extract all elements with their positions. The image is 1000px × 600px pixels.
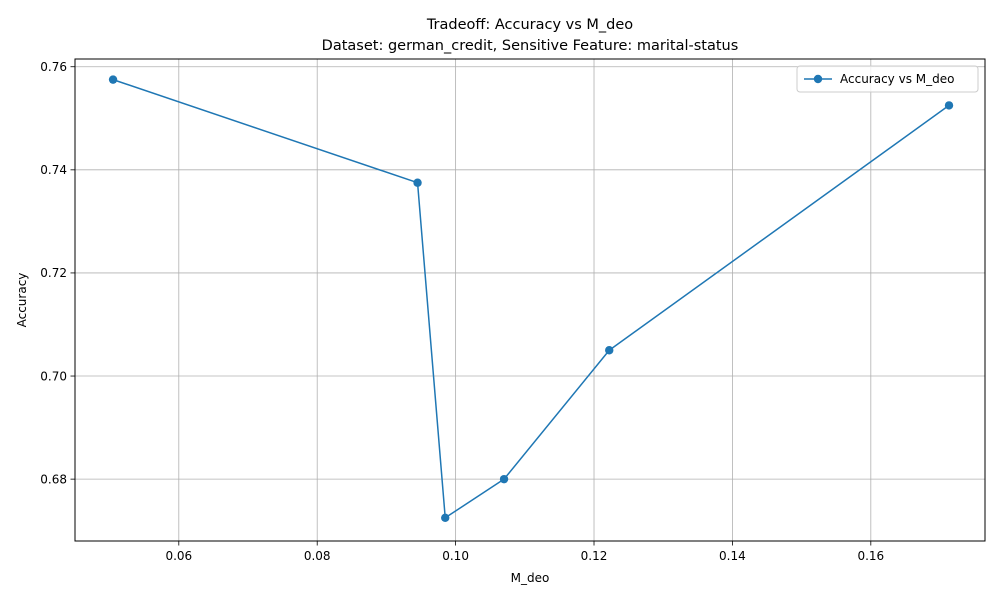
x-axis-label: M_deo (511, 571, 550, 585)
data-point (605, 346, 614, 355)
series-line (112, 78, 950, 519)
x-tick-label: 0.06 (165, 549, 192, 563)
x-tick-label: 0.10 (442, 549, 469, 563)
y-tick-label: 0.72 (40, 266, 67, 280)
y-tick-label: 0.70 (40, 369, 67, 383)
x-tick-label: 0.16 (857, 549, 884, 563)
y-tick-label: 0.68 (40, 472, 67, 486)
x-tick-label: 0.12 (581, 549, 608, 563)
data-point (108, 75, 118, 84)
data-point (944, 101, 954, 110)
y-axis-label: Accuracy (15, 273, 29, 328)
series-layer (108, 75, 954, 523)
data-point (441, 513, 450, 523)
legend-marker-swatch (813, 74, 823, 84)
x-tick-label: 0.08 (304, 549, 331, 563)
plot-frame (74, 58, 986, 542)
y-tick-label: 0.76 (40, 60, 67, 74)
data-point (499, 474, 509, 484)
x-axis-ticks: 0.06 0.08 0.10 0.12 0.14 0.16 (165, 541, 884, 563)
legend-label: Accuracy vs M_deo (840, 72, 954, 86)
chart-title: Tradeoff: Accuracy vs M_deo (426, 17, 633, 33)
chart-subtitle: Dataset: german_credit, Sensitive Featur… (322, 38, 739, 54)
y-tick-label: 0.74 (40, 163, 67, 177)
y-axis-ticks: 0.68 0.70 0.72 0.74 0.76 (40, 60, 75, 486)
legend-box (796, 65, 979, 93)
data-point (413, 178, 422, 187)
x-tick-label: 0.14 (719, 549, 746, 563)
legend: Accuracy vs M_deo (796, 65, 979, 93)
